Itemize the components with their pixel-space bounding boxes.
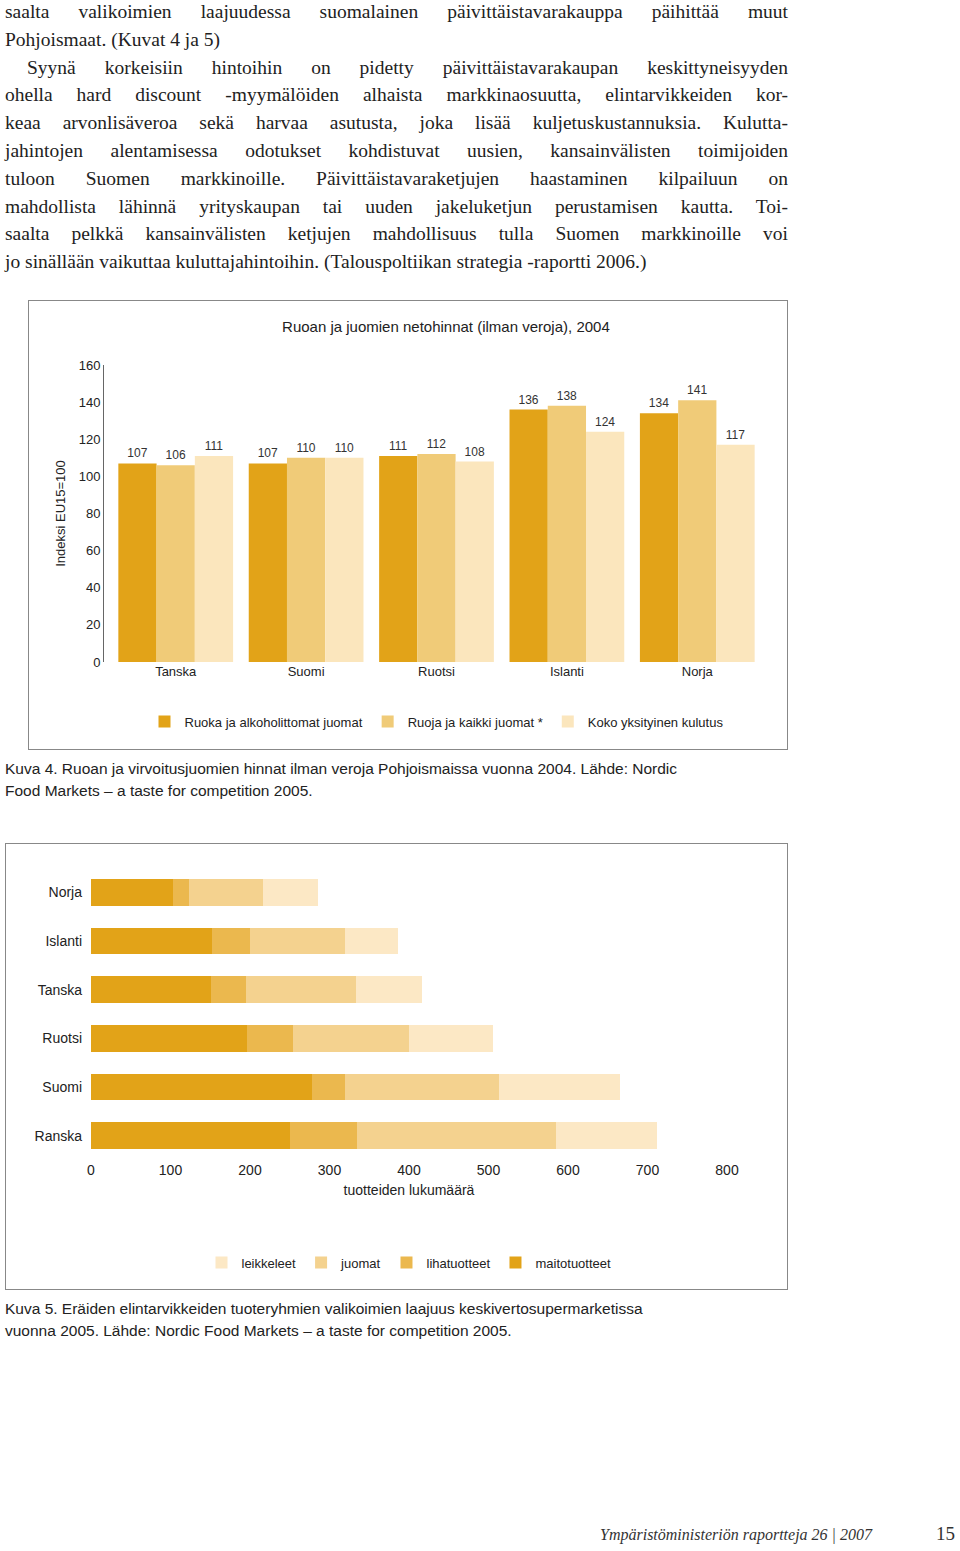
- svg-text:Islanti: Islanti: [550, 664, 584, 679]
- svg-text:400: 400: [397, 1162, 421, 1178]
- svg-text:107: 107: [127, 446, 147, 460]
- svg-text:Ranska: Ranska: [35, 1128, 83, 1144]
- svg-text:140: 140: [79, 395, 101, 410]
- svg-text:Ruoan ja juomien netohinnat (i: Ruoan ja juomien netohinnat (ilman veroj…: [282, 318, 610, 335]
- html-text:saalta pelkkä kansainvälisten: saalta pelkkä kansainvälisten ketjujen m…: [5, 223, 788, 245]
- svg-text:lihatuotteet: lihatuotteet: [426, 1256, 490, 1271]
- svg-text:110: 110: [296, 441, 315, 455]
- html-text:Syynä korkeisiin hintoihin on: Syynä korkeisiin hintoihin on pidetty pä…: [27, 56, 788, 78]
- svg-text:Ruotsi: Ruotsi: [418, 664, 455, 679]
- svg-text:20: 20: [86, 617, 100, 632]
- html-text:saalta valikoimien laajuudessa: saalta valikoimien laajuudessa suomalain…: [5, 1, 788, 22]
- html-text:Ympäristöministeriön raporttej: Ympäristöministeriön raportteja 26 | 200…: [600, 1526, 872, 1543]
- svg-text:Islanti: Islanti: [45, 933, 82, 949]
- svg-text:112: 112: [427, 437, 446, 451]
- svg-text:138: 138: [557, 389, 577, 403]
- html-text:mahdollista lähinnä yrityskaup: mahdollista lähinnä yrityskaupan tai uud…: [5, 195, 788, 217]
- svg-text:0: 0: [93, 655, 100, 670]
- svg-text:160: 160: [79, 358, 101, 373]
- html-text:tuloon Suomen markkinoille. Pä: tuloon Suomen markkinoille. Päivittäista…: [5, 167, 788, 189]
- svg-text:Ruoja ja kaikki juomat *: Ruoja ja kaikki juomat *: [408, 715, 543, 730]
- html-text:Pohjoismaat. (Kuvat 4 ja 5): Pohjoismaat. (Kuvat 4 ja 5): [5, 28, 220, 50]
- html-text:Kuva 5. Eräiden elintarvikkeid: Kuva 5. Eräiden elintarvikkeiden tuotery…: [5, 1300, 643, 1317]
- svg-text:Suomi: Suomi: [42, 1079, 82, 1095]
- svg-text:Ruoka ja alkoholittomat juomat: Ruoka ja alkoholittomat juomat: [185, 715, 363, 730]
- svg-text:134: 134: [649, 396, 669, 410]
- svg-text:800: 800: [715, 1162, 739, 1178]
- svg-text:111: 111: [205, 439, 224, 453]
- html-text:jo sinällään vaikuttaa kulutta: jo sinällään vaikuttaa kuluttajahintoihi…: [5, 251, 647, 273]
- svg-text:Koko yksityinen kulutus: Koko yksityinen kulutus: [588, 715, 724, 730]
- svg-text:80: 80: [86, 506, 100, 521]
- svg-text:120: 120: [79, 432, 101, 447]
- svg-text:107: 107: [258, 446, 278, 460]
- svg-text:111: 111: [389, 439, 408, 453]
- svg-text:300: 300: [318, 1162, 342, 1178]
- svg-text:Norja: Norja: [682, 664, 714, 679]
- svg-text:juomat: juomat: [340, 1256, 380, 1271]
- html-text:keaa arvonlisäveroa sekä harva: keaa arvonlisäveroa sekä harvaa asutusta…: [5, 112, 788, 134]
- svg-text:40: 40: [86, 580, 100, 595]
- svg-text:Indeksi EU15=100: Indeksi EU15=100: [53, 460, 68, 567]
- svg-text:100: 100: [159, 1162, 183, 1178]
- svg-text:Tanska: Tanska: [155, 664, 197, 679]
- svg-text:tuotteiden lukumäärä: tuotteiden lukumäärä: [344, 1182, 475, 1198]
- svg-text:Suomi: Suomi: [288, 664, 325, 679]
- svg-text:106: 106: [166, 448, 186, 462]
- svg-text:Norja: Norja: [49, 884, 83, 900]
- svg-text:136: 136: [518, 393, 538, 407]
- svg-text:Ruotsi: Ruotsi: [42, 1030, 82, 1046]
- html-text:Food Markets – a taste for com: Food Markets – a taste for competition 2…: [5, 782, 313, 799]
- html-text:ohella hard discount -myymälöi: ohella hard discount -myymälöiden alhais…: [5, 84, 788, 106]
- html-text:Kuva 4. Ruoan ja virvoitusjuom: Kuva 4. Ruoan ja virvoitusjuomien hinnat…: [5, 760, 678, 777]
- svg-text:leikkeleet: leikkeleet: [242, 1256, 297, 1271]
- svg-text:141: 141: [687, 383, 707, 397]
- svg-text:100: 100: [79, 469, 101, 484]
- svg-text:60: 60: [86, 543, 100, 558]
- svg-text:maitotuotteet: maitotuotteet: [535, 1256, 611, 1271]
- svg-text:124: 124: [595, 415, 615, 429]
- html-text:15: 15: [936, 1523, 955, 1544]
- svg-text:500: 500: [477, 1162, 501, 1178]
- svg-text:0: 0: [87, 1162, 95, 1178]
- html-text:jahintojen alentamisessa odotu: jahintojen alentamisessa odotukset kohdi…: [5, 140, 788, 161]
- svg-text:700: 700: [636, 1162, 660, 1178]
- svg-text:200: 200: [238, 1162, 262, 1178]
- svg-text:Tanska: Tanska: [38, 982, 83, 998]
- svg-text:108: 108: [465, 445, 485, 459]
- svg-text:117: 117: [726, 428, 745, 442]
- svg-text:110: 110: [335, 441, 354, 455]
- html-text:vuonna 2005. Lähde: Nordic Foo: vuonna 2005. Lähde: Nordic Food Markets …: [5, 1322, 512, 1339]
- svg-text:600: 600: [556, 1162, 580, 1178]
